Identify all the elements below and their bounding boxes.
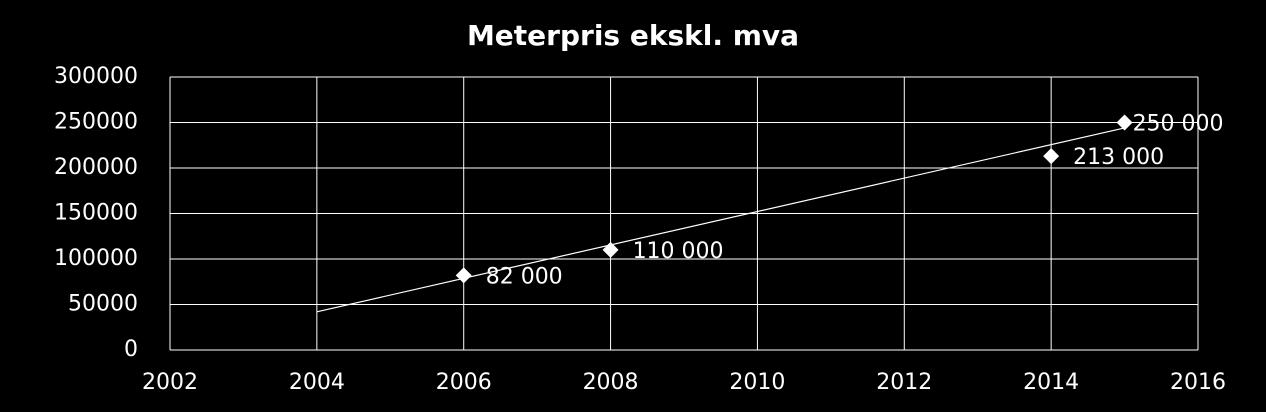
x-tick-label: 2014 <box>1023 370 1079 395</box>
data-label: 250 000 <box>1133 112 1224 137</box>
data-label: 110 000 <box>633 239 724 264</box>
data-point <box>1116 114 1133 131</box>
y-tick-label: 150000 <box>54 201 138 226</box>
x-tick-label: 2012 <box>876 370 932 395</box>
x-tick-label: 2004 <box>289 370 345 395</box>
x-tick-label: 2002 <box>142 370 198 395</box>
y-tick-label: 200000 <box>54 155 138 180</box>
trendline <box>316 127 1125 313</box>
data-label: 82 000 <box>486 264 563 289</box>
x-tick-label: 2016 <box>1170 370 1226 395</box>
y-tick-label: 50000 <box>68 292 138 317</box>
y-tick-label: 300000 <box>54 64 138 89</box>
data-label: 213 000 <box>1073 145 1164 170</box>
y-tick-label: 250000 <box>54 110 138 135</box>
data-point <box>1043 148 1060 165</box>
x-tick-label: 2010 <box>729 370 785 395</box>
x-tick-label: 2008 <box>583 370 639 395</box>
y-tick-label: 0 <box>124 337 138 362</box>
data-point <box>602 241 619 258</box>
data-point <box>455 267 472 284</box>
y-tick-label: 100000 <box>54 246 138 271</box>
x-tick-label: 2006 <box>436 370 492 395</box>
chart-title: Meterpris ekskl. mva <box>467 19 799 52</box>
